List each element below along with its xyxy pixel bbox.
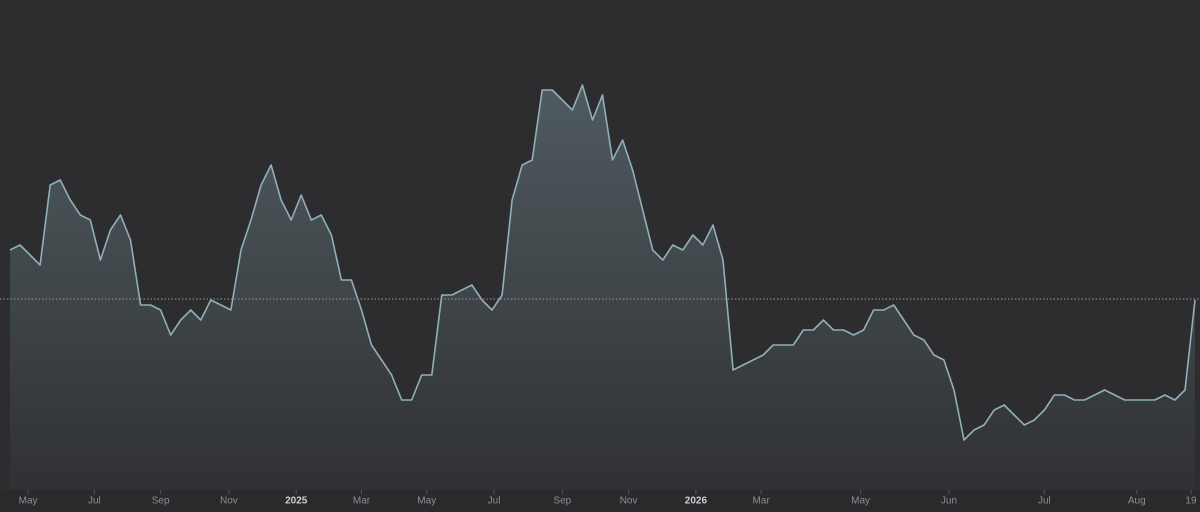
x-tick-label: 2026 [685,496,708,507]
x-tick-label: Jun [941,496,957,507]
x-tick-label: Sep [152,496,170,507]
x-tick-label: Nov [220,496,238,507]
x-tick-label: 2025 [285,496,308,507]
x-tick-label: May [417,496,436,507]
x-tick-label: May [19,496,38,507]
x-tick-label: Sep [553,496,571,507]
price-line [9,84,1196,441]
x-tick-label: Jul [1038,496,1051,507]
x-tick-label: Nov [620,496,638,507]
x-tick-label: Aug [1128,496,1146,507]
area-fill [10,85,1195,490]
x-tick-label: Mar [353,496,371,507]
x-tick-label: Jul [488,496,501,507]
x-tick-label: Mar [753,496,771,507]
x-tick-label: 19 [1185,496,1197,507]
x-tick-label: Jul [88,496,101,507]
x-tick-label: May [851,496,870,507]
